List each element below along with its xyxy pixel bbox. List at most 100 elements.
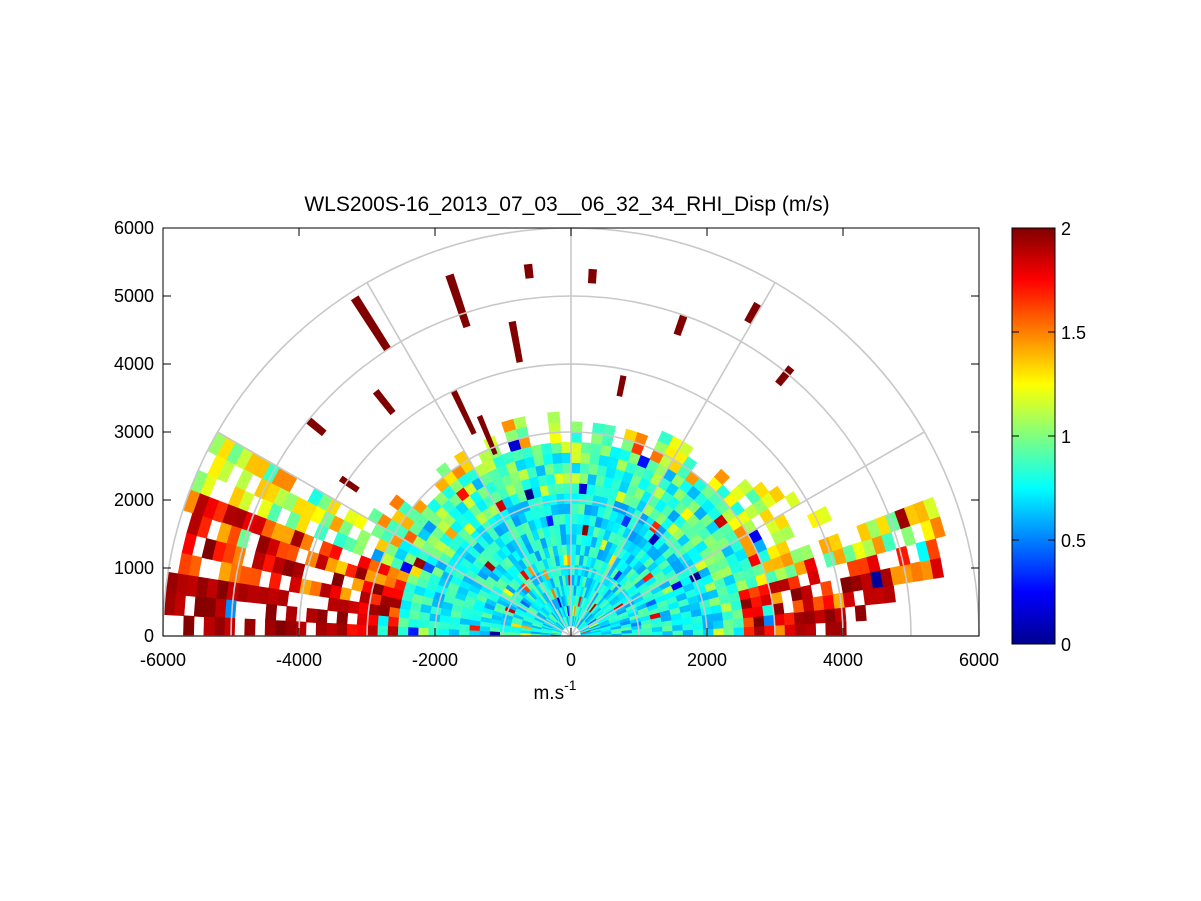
data-cell	[553, 472, 564, 485]
y-tick-label: 1000	[114, 558, 154, 578]
data-cell	[561, 462, 572, 474]
data-cell	[579, 452, 591, 464]
data-cell	[564, 523, 572, 535]
data-cell	[815, 505, 833, 525]
data-cell	[820, 580, 834, 597]
data-cell	[377, 615, 389, 627]
data-cell	[366, 625, 378, 637]
data-cell	[397, 617, 410, 628]
data-cell	[325, 622, 338, 637]
data-cell	[337, 598, 350, 613]
plot-area	[162, 227, 980, 637]
data-cell	[584, 493, 594, 506]
data-cell	[224, 599, 237, 619]
data-cell	[389, 494, 405, 511]
data-cell	[570, 431, 582, 443]
data-cell	[570, 513, 578, 525]
y-tick-label: 5000	[114, 286, 154, 306]
data-cell	[586, 473, 597, 486]
data-cell	[793, 611, 806, 625]
data-cell	[570, 452, 581, 464]
azimuth-spoke	[366, 282, 572, 637]
data-cell	[743, 616, 755, 628]
data-cell	[565, 533, 572, 545]
colorbar-gradient	[1011, 227, 1056, 645]
data-cell	[588, 453, 601, 466]
data-cell	[264, 619, 276, 637]
x-tick-label: 2000	[687, 650, 727, 670]
data-cells	[163, 263, 946, 637]
chart-title: WLS200S-16_2013_07_03__06_32_34_RHI_Disp…	[304, 193, 829, 216]
data-cell	[800, 584, 814, 600]
data-cell	[417, 627, 429, 637]
x-tick-label: -4000	[276, 650, 322, 670]
data-cell	[712, 619, 725, 629]
data-cell	[733, 626, 745, 637]
x-tick-label: 6000	[959, 650, 999, 670]
data-cell	[570, 462, 581, 474]
data-cell	[458, 629, 470, 637]
data-cell	[713, 627, 725, 637]
data-cell	[173, 594, 186, 617]
y-tick-labels: 0 1000 2000 3000 4000 5000 6000	[114, 218, 154, 646]
data-cell	[407, 618, 420, 629]
data-cell	[387, 626, 399, 637]
data-cell	[468, 630, 480, 637]
data-cell	[662, 630, 674, 637]
data-cell	[418, 611, 431, 622]
y-tick-label: 0	[144, 626, 154, 646]
data-cell	[448, 629, 460, 637]
data-cell	[407, 627, 419, 637]
axis-ticks	[162, 227, 980, 637]
data-cell	[428, 620, 440, 630]
data-cell	[356, 624, 368, 637]
data-cell	[366, 614, 379, 627]
x-tick-label: 4000	[823, 650, 863, 670]
data-cell	[576, 513, 585, 525]
data-cell	[792, 598, 805, 613]
data-cell	[562, 482, 572, 494]
data-cell	[763, 614, 776, 627]
data-cell	[274, 620, 287, 637]
azimuth-spoke	[570, 282, 776, 637]
data-cell	[562, 472, 572, 484]
data-cell	[540, 442, 553, 455]
data-cell	[295, 621, 307, 637]
data-cell	[561, 452, 572, 464]
colorbar-tick-label: 0	[1061, 635, 1071, 655]
data-cell	[523, 263, 534, 279]
data-cell	[672, 629, 684, 637]
data-cell	[825, 621, 837, 637]
data-cell	[563, 492, 572, 504]
data-cell	[327, 597, 340, 612]
data-cell	[387, 616, 399, 628]
data-cell	[479, 626, 491, 633]
data-cell	[682, 629, 694, 637]
data-cell	[803, 610, 816, 625]
data-cell	[784, 623, 796, 637]
data-cell	[336, 611, 349, 625]
data-cell	[764, 625, 776, 637]
data-cell	[548, 421, 561, 434]
data-cell	[570, 533, 577, 545]
data-cell	[774, 624, 786, 637]
data-cell	[814, 609, 826, 624]
azimuth-spoke	[570, 431, 925, 637]
data-cell	[723, 627, 735, 637]
data-cell	[336, 623, 348, 637]
data-cell	[244, 618, 256, 637]
colorbar-tick-label: 1	[1061, 427, 1071, 447]
data-cell	[550, 442, 562, 454]
data-cell	[501, 418, 516, 433]
data-cell	[445, 273, 471, 329]
data-cell	[732, 617, 745, 628]
data-cell	[458, 623, 470, 631]
data-cell	[552, 462, 563, 475]
colorbar: 0 0.5 1 1.5 2	[1011, 219, 1086, 655]
data-cell	[773, 613, 786, 626]
data-cell	[597, 454, 610, 467]
data-cell	[285, 620, 297, 637]
colorbar-ticks: 0 0.5 1 1.5 2	[1012, 219, 1086, 655]
data-cell	[802, 597, 815, 612]
data-cell	[570, 472, 580, 484]
